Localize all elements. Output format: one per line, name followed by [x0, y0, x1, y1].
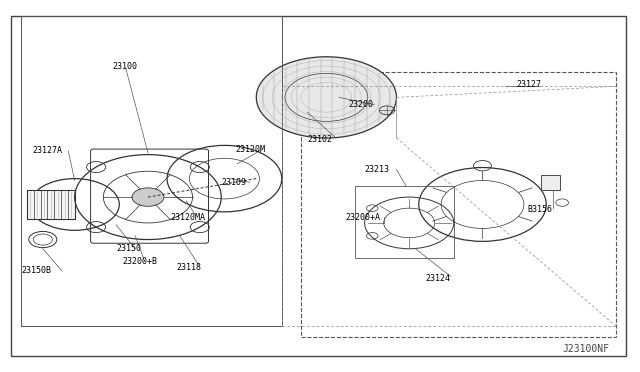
Text: 23102: 23102 — [307, 135, 332, 144]
Text: 23200+B: 23200+B — [122, 257, 157, 266]
Text: 23127: 23127 — [516, 80, 541, 89]
FancyBboxPatch shape — [541, 175, 560, 190]
FancyBboxPatch shape — [27, 190, 75, 219]
Text: 23213: 23213 — [365, 165, 390, 174]
Text: 23124: 23124 — [425, 274, 450, 283]
Text: 23200: 23200 — [349, 100, 374, 109]
Text: 23100: 23100 — [113, 61, 138, 71]
Text: 23200+A: 23200+A — [346, 213, 381, 222]
Text: B3156: B3156 — [527, 205, 552, 215]
Text: 23118: 23118 — [177, 263, 202, 272]
Text: 23120MA: 23120MA — [170, 213, 205, 222]
Text: 23150B: 23150B — [22, 266, 52, 275]
Circle shape — [256, 57, 396, 138]
Text: 23109: 23109 — [221, 178, 246, 187]
Circle shape — [132, 188, 164, 206]
Text: J23100NF: J23100NF — [563, 344, 610, 354]
Text: 23150: 23150 — [116, 244, 141, 253]
Text: 23120M: 23120M — [236, 145, 266, 154]
Text: 23127A: 23127A — [32, 147, 62, 155]
